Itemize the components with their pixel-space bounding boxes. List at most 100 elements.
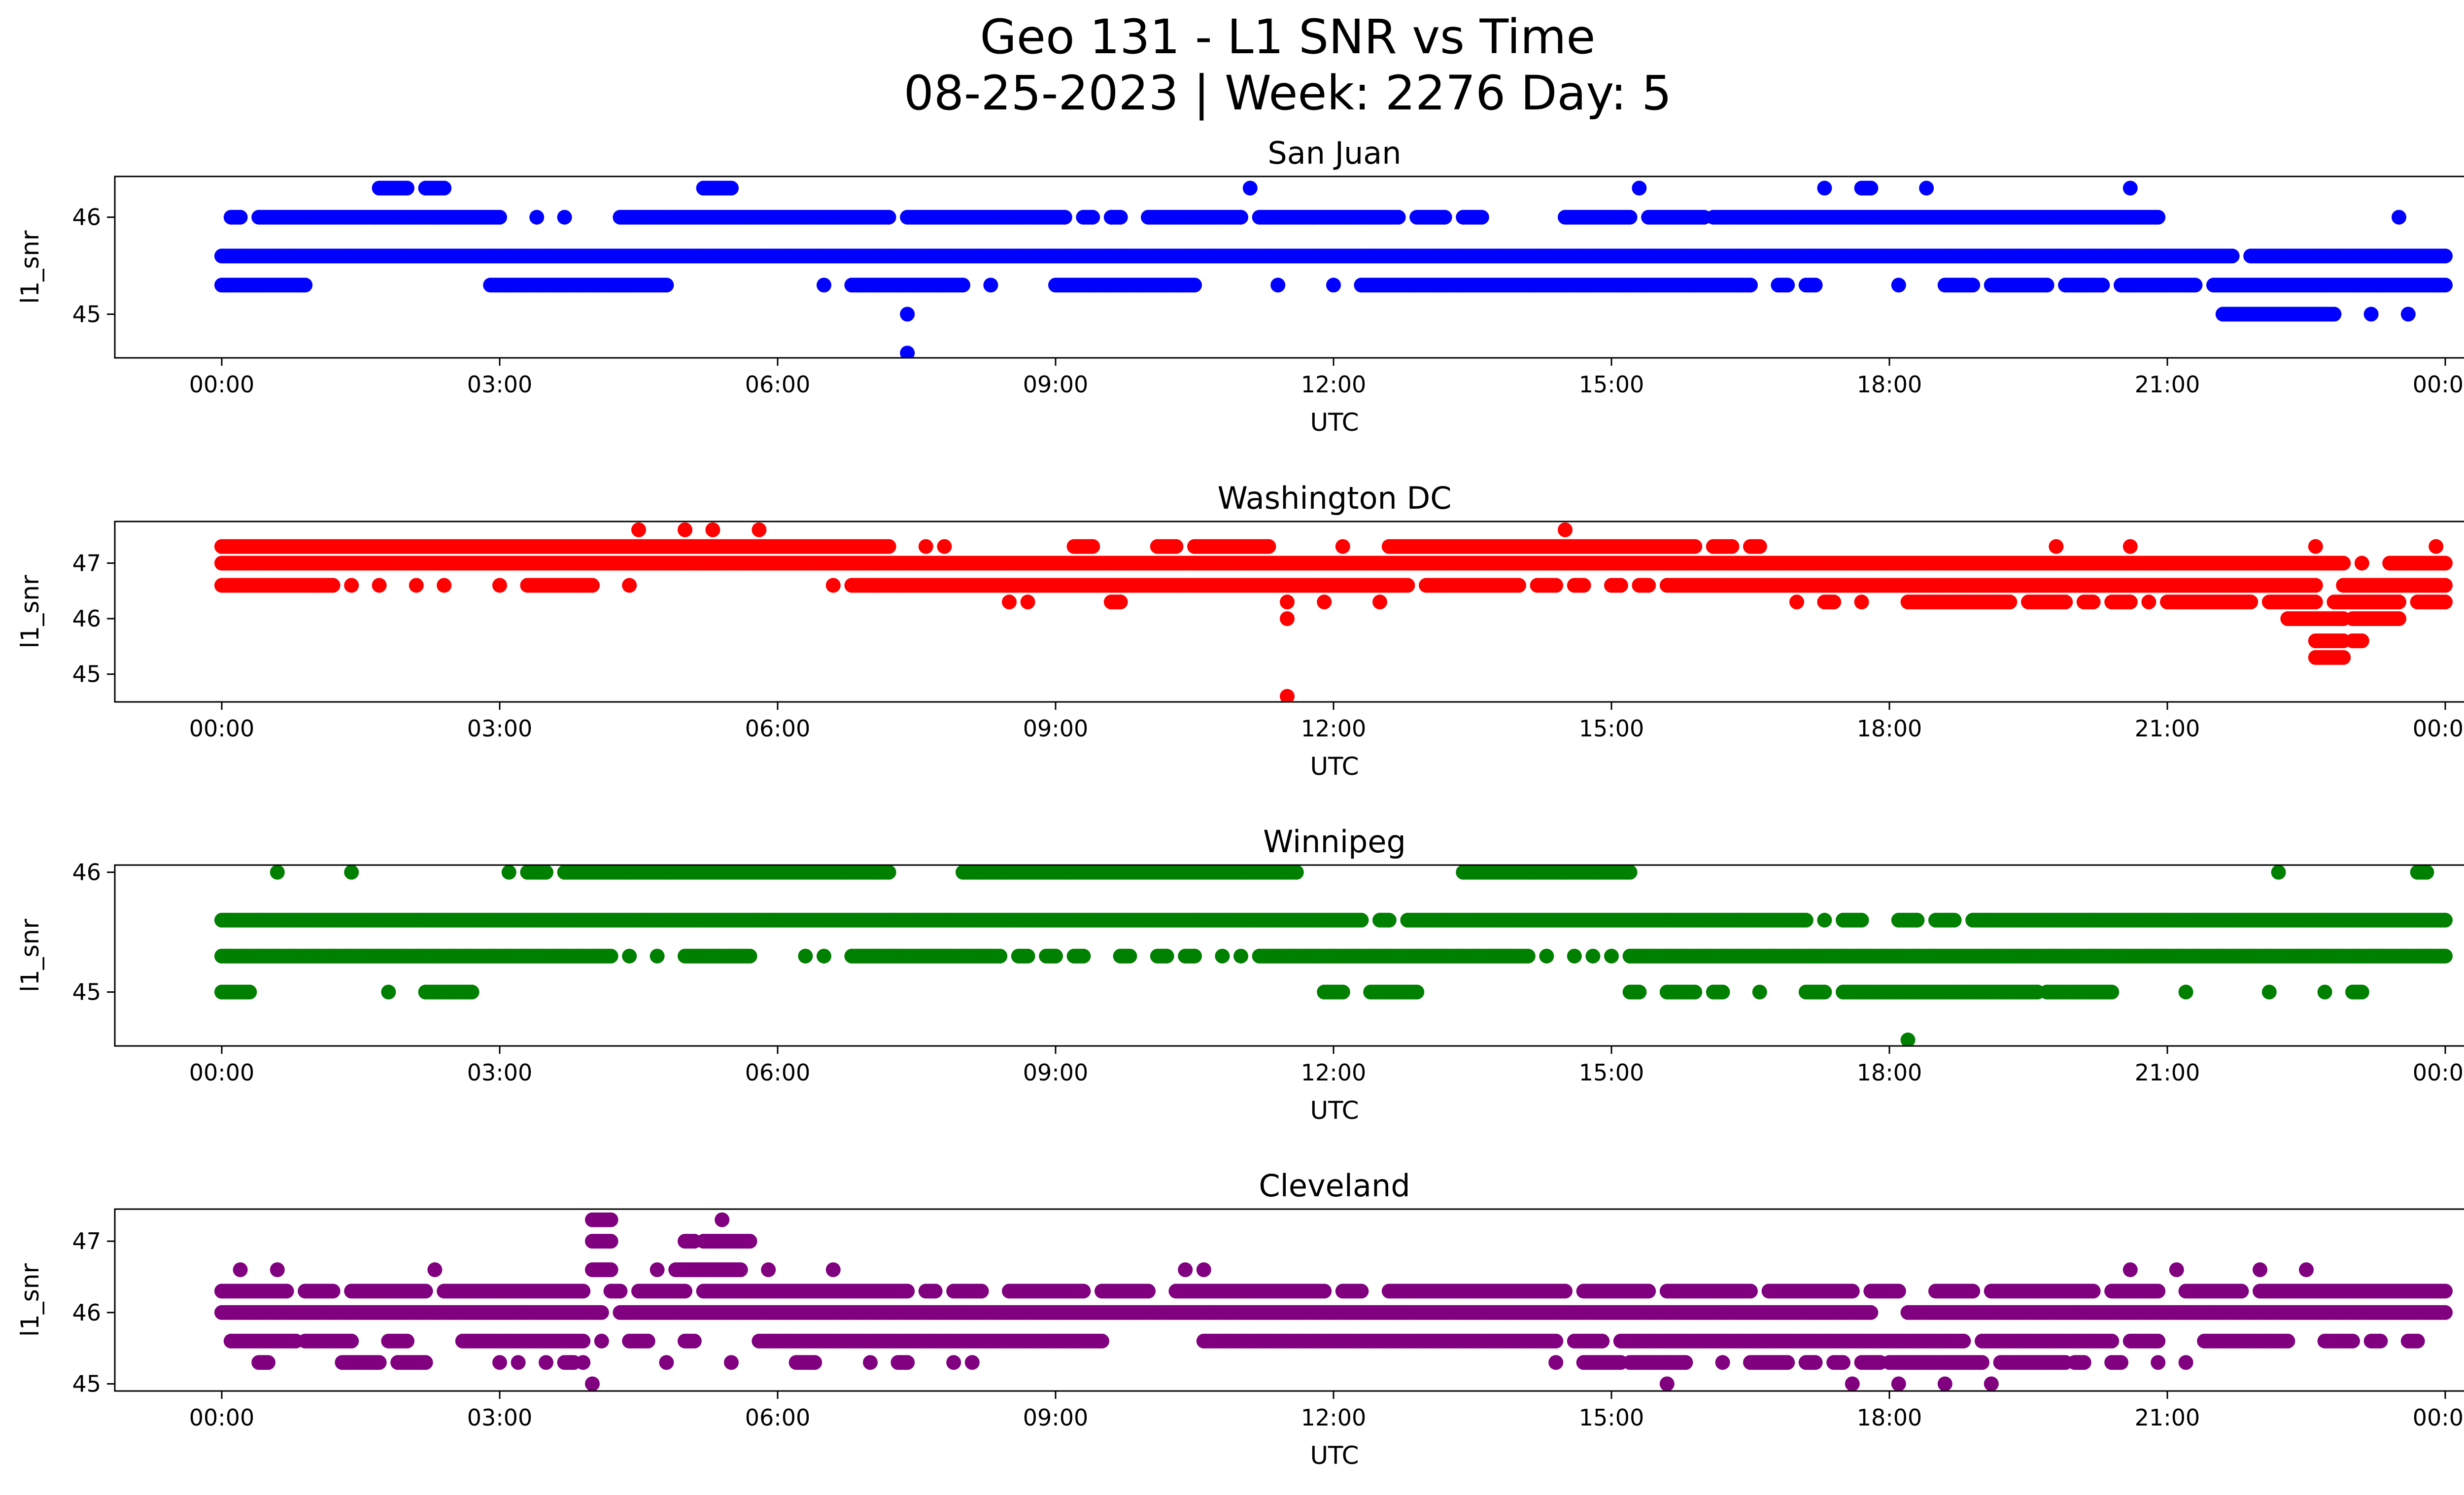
san-juan-point xyxy=(2400,307,2416,322)
washington-dc-point xyxy=(1854,594,1869,610)
san-juan-x-tick-label: 18:00 xyxy=(1857,371,1922,398)
washington-dc-point xyxy=(678,522,692,537)
washington-dc-point xyxy=(881,539,896,554)
washington-dc-point xyxy=(631,522,646,537)
san-juan-point xyxy=(1233,209,1248,225)
washington-dc-point xyxy=(2002,594,2018,610)
san-juan-x-tick-label: 15:00 xyxy=(1579,371,1644,398)
san-juan-point xyxy=(233,209,248,225)
washington-dc-point xyxy=(2354,556,2369,571)
washington-dc-point xyxy=(622,578,637,593)
san-juan-point xyxy=(2224,248,2240,264)
san-juan-x-tick-label: 00:00 xyxy=(2413,371,2464,398)
san-juan-x-tick-label: 12:00 xyxy=(1301,371,1367,398)
san-juan-panel: 00:00 03:00 06:00 09:00 12:00 15:00 18:00 21:00… xyxy=(16,135,2464,437)
washington-dc-point xyxy=(1280,611,1295,626)
washington-dc-point xyxy=(2392,611,2406,626)
washington-dc-point xyxy=(1558,522,1573,537)
san-juan-y-tick-label: 45 xyxy=(72,301,101,327)
washington-dc-title: Washington DC xyxy=(1217,480,1451,516)
san-juan-point xyxy=(881,209,896,225)
washington-dc-point xyxy=(2354,633,2369,649)
figure-title-line2: 08-25-2023 | Week: 2276 Day: 5 xyxy=(903,66,1672,121)
san-juan-point xyxy=(1919,180,1934,196)
san-juan-point xyxy=(2363,307,2379,322)
washington-dc-point xyxy=(2308,539,2323,554)
san-juan-point xyxy=(1891,278,1906,293)
san-juan-point xyxy=(1242,180,1258,196)
washington-dc-point xyxy=(1085,539,1100,554)
san-juan-point xyxy=(1632,180,1647,196)
washington-dc-point xyxy=(1826,594,1842,610)
san-juan-point xyxy=(400,180,414,196)
washington-dc-point xyxy=(705,522,720,537)
washington-dc-point xyxy=(1113,594,1128,610)
san-juan-point xyxy=(437,180,452,196)
washington-dc-point xyxy=(372,578,387,593)
washington-dc-point xyxy=(1335,539,1350,554)
washington-dc-point xyxy=(1400,578,1415,593)
washington-dc-point xyxy=(1168,539,1184,554)
washington-dc-x-tick-label: 18:00 xyxy=(1857,715,1922,742)
winnipeg-point xyxy=(270,865,285,880)
washington-dc-point xyxy=(2392,594,2406,610)
winnipeg-point xyxy=(881,865,896,880)
washington-dc-point xyxy=(937,539,952,554)
winnipeg-point xyxy=(501,865,516,880)
san-juan-x-tick-label: 09:00 xyxy=(1023,371,1089,398)
washington-dc-point xyxy=(1752,539,1767,554)
san-juan-point xyxy=(956,278,970,293)
washington-dc-x-tick-label: 15:00 xyxy=(1579,715,1644,742)
washington-dc-x-label: UTC xyxy=(1310,752,1359,781)
san-juan-point xyxy=(900,307,915,322)
washington-dc-point xyxy=(1576,578,1591,593)
san-juan-point xyxy=(1743,278,1758,293)
washington-dc-point xyxy=(492,578,507,593)
washington-dc-x-tick-label: 06:00 xyxy=(745,715,811,742)
washington-dc-point xyxy=(752,522,767,537)
san-juan-point xyxy=(1965,278,1981,293)
san-juan-point xyxy=(1817,180,1832,196)
san-juan-x-tick-label: 06:00 xyxy=(745,371,811,398)
washington-dc-point xyxy=(325,578,341,593)
washington-dc-x-tick-label: 00:00 xyxy=(189,715,255,742)
san-juan-point xyxy=(492,209,507,225)
washington-dc-point xyxy=(2122,539,2138,554)
washington-dc-point xyxy=(1789,594,1804,610)
washington-dc-point xyxy=(1641,578,1656,593)
san-juan-point xyxy=(1085,209,1100,225)
washington-dc-point xyxy=(1020,594,1035,610)
san-juan-point xyxy=(1863,180,1879,196)
washington-dc-y-tick-label: 45 xyxy=(72,661,101,688)
washington-dc-y-label: l1_snr xyxy=(16,575,44,648)
san-juan-point xyxy=(2122,180,2138,196)
san-juan-y-tick-label: 46 xyxy=(72,204,101,231)
washington-dc-point xyxy=(1002,594,1017,610)
winnipeg-panel: 00:00 03:00 06:00 09:00 12:00 15:00 18:00 21:00… xyxy=(16,824,2464,1125)
san-juan-point xyxy=(2438,248,2453,264)
washington-dc-point xyxy=(1613,578,1628,593)
san-juan-point xyxy=(1057,209,1072,225)
washington-dc-point xyxy=(1548,578,1564,593)
san-juan-point xyxy=(900,346,915,358)
washington-dc-y-tick-label: 46 xyxy=(72,605,101,632)
san-juan-point xyxy=(2095,278,2110,293)
san-juan-point xyxy=(724,180,739,196)
san-juan-point xyxy=(557,209,572,225)
washington-dc-point xyxy=(825,578,841,593)
san-juan-title: San Juan xyxy=(1267,135,1401,171)
washington-dc-point xyxy=(2336,556,2351,571)
washington-dc-point xyxy=(2141,594,2156,610)
san-juan-point xyxy=(1474,209,1489,225)
washington-dc-point xyxy=(2438,556,2453,571)
winnipeg-point xyxy=(539,865,553,880)
san-juan-point xyxy=(2392,209,2406,225)
san-juan-point xyxy=(2438,278,2453,293)
washington-dc-point xyxy=(2308,594,2323,610)
washington-dc-point xyxy=(1280,594,1295,610)
san-juan-point xyxy=(1187,278,1202,293)
washington-dc-point xyxy=(918,539,933,554)
san-juan-point xyxy=(817,278,831,293)
washington-dc-point xyxy=(2336,650,2351,665)
san-juan-point xyxy=(983,278,998,293)
